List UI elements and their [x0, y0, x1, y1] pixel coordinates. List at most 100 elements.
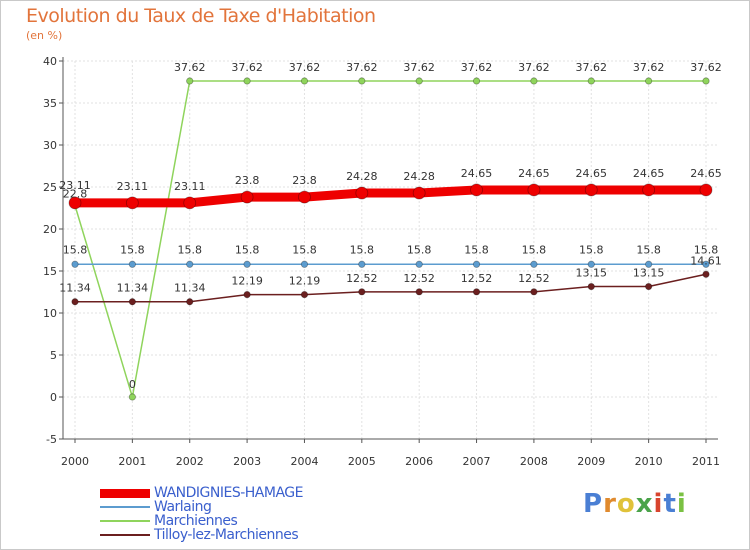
data-label-tilloy-lez-marchiennes: 12.19 — [289, 275, 321, 288]
data-label-warlaing: 15.8 — [464, 243, 489, 256]
data-point-warlaing — [587, 260, 595, 268]
data-point-wandignies-hamage — [68, 196, 82, 210]
logo-letter: o — [616, 489, 636, 519]
data-point-marchiennes — [530, 77, 538, 85]
data-label-wandignies-hamage: 24.28 — [403, 170, 435, 183]
data-label-marchiennes: 37.62 — [231, 61, 263, 74]
data-label-tilloy-lez-marchiennes: 11.34 — [59, 282, 91, 295]
data-label-warlaing: 15.8 — [63, 243, 88, 256]
data-point-wandignies-hamage — [642, 183, 656, 197]
chart-title: Evolution du Taux de Taxe d'Habitation — [26, 5, 376, 27]
data-label-marchiennes: 37.62 — [576, 61, 608, 74]
data-label-warlaing: 15.8 — [235, 243, 260, 256]
data-label-warlaing: 15.8 — [636, 243, 661, 256]
data-label-tilloy-lez-marchiennes: 11.34 — [117, 282, 149, 295]
y-tick-label: 15 — [43, 265, 57, 278]
data-point-warlaing — [71, 260, 79, 268]
x-tick-label: 2000 — [61, 455, 89, 468]
data-label-wandignies-hamage: 23.11 — [117, 180, 149, 193]
data-point-tilloy-lez-marchiennes — [587, 282, 595, 291]
legend-item-tilloy-lez-marchiennes: Tilloy-lez-Marchiennes — [100, 528, 303, 542]
data-labels: 23.11 23.11 23.11 23.8 23.8 24.28 24.28 24.65 24… — [59, 61, 722, 391]
data-label-tilloy-lez-marchiennes: 12.52 — [346, 272, 378, 285]
data-label-tilloy-lez-marchiennes: 12.52 — [403, 272, 435, 285]
data-label-wandignies-hamage: 23.11 — [59, 179, 91, 192]
data-label-warlaing: 15.8 — [177, 243, 202, 256]
data-label-tilloy-lez-marchiennes: 12.19 — [231, 275, 263, 288]
data-point-warlaing — [128, 260, 136, 268]
data-point-warlaing — [243, 260, 251, 268]
data-point-tilloy-lez-marchiennes — [243, 291, 251, 299]
data-label-wandignies-hamage: 24.65 — [576, 167, 608, 180]
data-label-warlaing: 15.8 — [694, 243, 719, 256]
data-point-marchiennes — [128, 393, 136, 401]
legend-label: Tilloy-lez-Marchiennes — [154, 527, 299, 543]
data-point-tilloy-lez-marchiennes — [71, 298, 79, 306]
legend-swatch — [100, 520, 150, 522]
data-point-wandignies-hamage — [470, 183, 483, 197]
data-label-warlaing: 15.8 — [522, 243, 547, 256]
y-tick-label: 5 — [50, 349, 57, 362]
data-point-marchiennes — [358, 77, 366, 85]
data-label-marchiennes: 37.62 — [690, 61, 722, 74]
data-label-marchiennes: 37.62 — [461, 61, 493, 74]
data-point-wandignies-hamage — [355, 186, 369, 200]
grid — [63, 60, 718, 440]
series-line-wandignies-hamage — [70, 185, 711, 208]
logo-letter: r — [603, 489, 617, 519]
data-label-wandignies-hamage: 23.11 — [174, 180, 206, 193]
data-point-tilloy-lez-marchiennes — [300, 291, 309, 299]
data-label-tilloy-lez-marchiennes: 12.52 — [461, 272, 493, 285]
logo-letter: t — [663, 489, 677, 519]
data-point-warlaing — [358, 260, 366, 268]
data-point-wandignies-hamage — [527, 183, 541, 197]
data-point-tilloy-lez-marchiennes — [128, 298, 136, 306]
series-line-tilloy-lez-marchiennes — [74, 273, 707, 303]
data-label-marchiennes: 22.8 — [63, 187, 88, 200]
data-label-warlaing: 15.8 — [407, 243, 432, 256]
data-label-marchiennes: 37.62 — [403, 61, 435, 74]
y-tick-label: 35 — [43, 97, 57, 110]
data-label-marchiennes: 37.62 — [289, 61, 321, 74]
data-point-warlaing — [645, 260, 653, 268]
legend-swatch — [100, 488, 150, 498]
legend: WANDIGNIES-HAMAGE Warlaing Marchiennes Till… — [100, 486, 303, 542]
data-point-marchiennes — [587, 77, 595, 85]
y-tick-label: 25 — [43, 181, 57, 194]
series-layer — [68, 77, 713, 401]
x-tick-label: 2009 — [577, 455, 605, 468]
axes: -5 0 5 10 15 20 25 30 35 40 2000 2001 2002 2003 2004 20… — [43, 55, 720, 468]
y-tick-label: 0 — [50, 391, 57, 404]
data-point-tilloy-lez-marchiennes — [645, 282, 653, 291]
data-point-wandignies-hamage — [699, 183, 713, 197]
legend-label: Marchiennes — [154, 513, 238, 529]
data-label-tilloy-lez-marchiennes: 11.34 — [174, 282, 206, 295]
logo-letter: i — [653, 489, 664, 519]
y-tick-label: 10 — [43, 307, 57, 320]
data-point-warlaing — [530, 260, 538, 268]
data-label-warlaing: 15.8 — [350, 243, 375, 256]
data-point-marchiennes — [300, 77, 309, 85]
y-tick-label: 30 — [43, 139, 57, 152]
data-label-warlaing: 15.8 — [120, 243, 145, 256]
x-tick-label: 2004 — [290, 455, 318, 468]
x-tick-label: 2003 — [233, 455, 261, 468]
data-point-warlaing — [300, 260, 309, 268]
legend-swatch — [100, 534, 150, 536]
data-label-tilloy-lez-marchiennes: 13.15 — [576, 267, 608, 280]
data-point-wandignies-hamage — [125, 196, 139, 210]
series-line-marchiennes — [74, 80, 707, 398]
legend-label: WANDIGNIES-HAMAGE — [154, 485, 303, 501]
x-tick-label: 2005 — [348, 455, 376, 468]
data-label-wandignies-hamage: 24.65 — [461, 167, 493, 180]
data-label-marchiennes: 37.62 — [633, 61, 665, 74]
data-point-tilloy-lez-marchiennes — [358, 288, 366, 296]
x-tick-label: 2011 — [692, 455, 720, 468]
x-tick-label: 2001 — [118, 455, 146, 468]
legend-item-warlaing: Warlaing — [100, 500, 303, 514]
x-tick-label: 2006 — [405, 455, 433, 468]
data-label-tilloy-lez-marchiennes: 12.52 — [518, 272, 550, 285]
legend-swatch — [100, 506, 150, 508]
chart-subtitle: (en %) — [26, 29, 63, 42]
data-label-tilloy-lez-marchiennes: 14.61 — [690, 254, 722, 267]
